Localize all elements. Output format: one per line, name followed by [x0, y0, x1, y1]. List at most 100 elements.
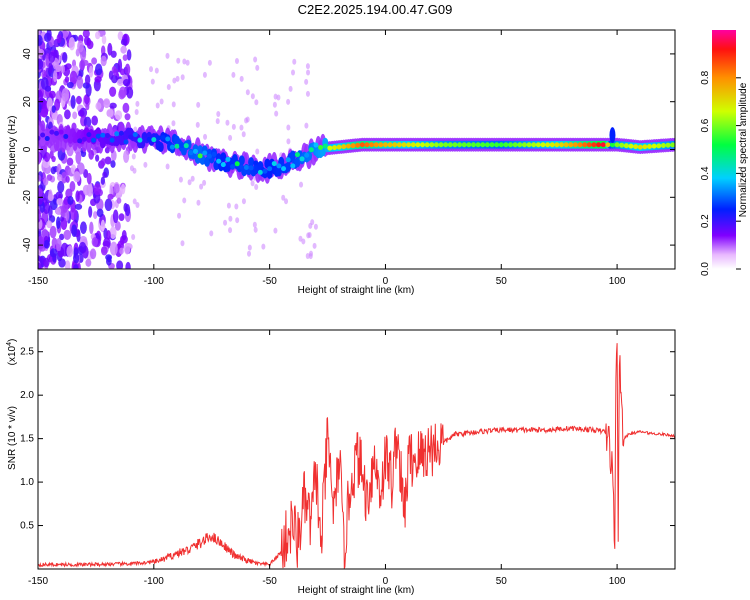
spectrogram-cell: [554, 142, 560, 148]
spectrogram-cell: [197, 153, 203, 159]
spectrogram-cell: [253, 56, 258, 63]
spectrogram-cell: [46, 30, 52, 41]
spectrogram-cell: [305, 63, 310, 70]
spectrogram-cell: [66, 245, 74, 258]
spectrogram-cell: [91, 237, 99, 247]
spectrogram-cell: [196, 101, 201, 108]
spectrogram-cell: [322, 143, 328, 149]
spectrogram-cell: [234, 203, 239, 210]
spectrogram-cell: [125, 261, 131, 269]
spectrogram-cell: [57, 180, 65, 194]
spectrogram-cell: [64, 260, 71, 269]
spectrogram-cell: [100, 55, 107, 67]
spectrogram-cell: [54, 130, 60, 136]
spectrogram-cell: [72, 138, 78, 144]
spectrogram-cell: [38, 152, 42, 165]
spectrogram-cell: [67, 195, 74, 205]
spectrogram-cell: [308, 250, 313, 257]
spectrogram-cell: [91, 115, 98, 126]
snr-frame: [37, 329, 676, 570]
spectrogram-cell: [266, 168, 273, 179]
spectrogram-cell: [257, 169, 263, 175]
spectrogram-cell: [93, 183, 102, 196]
spectrogram-cell: [180, 74, 185, 81]
spectrogram-cell: [304, 152, 310, 158]
spectrogram-cell: [91, 137, 97, 143]
spectrogram-cell: [369, 142, 375, 148]
spectrogram-cell: [131, 153, 136, 160]
spectrogram-cell: [183, 143, 189, 149]
spectrogram-cell: [327, 145, 333, 151]
spectrogram-cell: [517, 142, 523, 148]
spectrogram-cell: [188, 150, 194, 156]
spectrogram-cell: [577, 142, 583, 148]
spectrogram-cell: [52, 70, 58, 83]
spectrogram-cell: [58, 258, 66, 268]
spectrogram-cell: [670, 142, 675, 148]
spectrogram-cell: [231, 123, 236, 130]
spectrogram-cell: [286, 124, 291, 131]
spectrogram-cell: [226, 202, 231, 209]
spectrogram-cell: [85, 103, 90, 111]
spectrogram-cell: [48, 189, 53, 201]
snr-x-tick-label: 100: [609, 576, 626, 587]
snr-x-tick-label: -100: [144, 576, 164, 587]
spectrogram-cell: [122, 78, 131, 87]
spectrogram-cell: [89, 221, 94, 235]
spectrogram-cell: [85, 258, 92, 267]
spectrogram-cell: [193, 148, 199, 154]
spectrogram-cell: [301, 238, 306, 245]
spectrogram-cell: [118, 213, 125, 222]
spectrogram-cell: [642, 144, 648, 150]
spectrogram-cell: [452, 142, 458, 148]
snr-x-tick-label: 50: [496, 576, 508, 587]
spectrogram-cell: [95, 31, 101, 40]
spectrogram-cell: [165, 163, 170, 170]
spectrogram-cell: [264, 158, 271, 169]
spectrogram-x-tick-label: -50: [262, 276, 277, 287]
spectrogram-cell: [69, 181, 76, 192]
spectrogram-cell: [155, 135, 161, 141]
spectrogram-x-tick-label: 50: [496, 276, 508, 287]
spectrogram-cell: [55, 237, 62, 252]
spectrogram-cell: [122, 102, 130, 113]
spectrogram-cell: [55, 207, 62, 215]
spectrogram-cell: [600, 142, 606, 148]
spectrogram-cell: [196, 199, 201, 206]
spectrogram-cell: [44, 136, 50, 142]
spectrogram-cell: [253, 226, 258, 233]
spectrogram-cell: [187, 179, 192, 186]
spectrogram-cell: [116, 197, 122, 204]
spectrogram-cell: [124, 63, 131, 76]
spectrogram-cell: [38, 262, 41, 269]
spectrogram-cell: [199, 183, 204, 190]
spectrogram-cell: [95, 133, 101, 139]
spectrogram-cell: [88, 65, 94, 78]
spectrogram-cell: [38, 198, 43, 205]
snr-y-tick-label: 2.5: [20, 347, 34, 358]
spectrogram-cell: [234, 57, 239, 64]
spectrogram-cell: [56, 174, 63, 182]
spectrogram-cell: [38, 235, 45, 250]
spectrogram-cell: [137, 137, 143, 143]
spectrogram-cell: [216, 158, 222, 164]
spectrogram-cell: [475, 142, 481, 148]
colorbar: 0.0 0.2 0.4 0.6 0.8 Normalized spectral ampl…: [700, 30, 749, 276]
spectrogram-cell: [122, 54, 128, 62]
spectrogram-cell: [609, 127, 616, 144]
spectrogram-cell: [113, 183, 120, 194]
spectrogram-cell: [243, 164, 249, 170]
spectrogram-cell: [49, 225, 57, 239]
spectrogram-cell: [255, 148, 260, 155]
spectrogram-cell: [142, 132, 148, 138]
spectrogram-cell: [94, 63, 103, 76]
colorbar-tick-label: 0.4: [700, 166, 711, 180]
spectrogram-cell: [132, 167, 137, 174]
spectrogram-cell: [77, 40, 84, 53]
spectrogram-cell: [274, 110, 279, 117]
spectrogram-cell: [82, 184, 90, 196]
spectrogram-cell: [396, 142, 402, 148]
spectrogram-cell: [429, 142, 435, 148]
spectrogram-cell: [470, 142, 476, 148]
